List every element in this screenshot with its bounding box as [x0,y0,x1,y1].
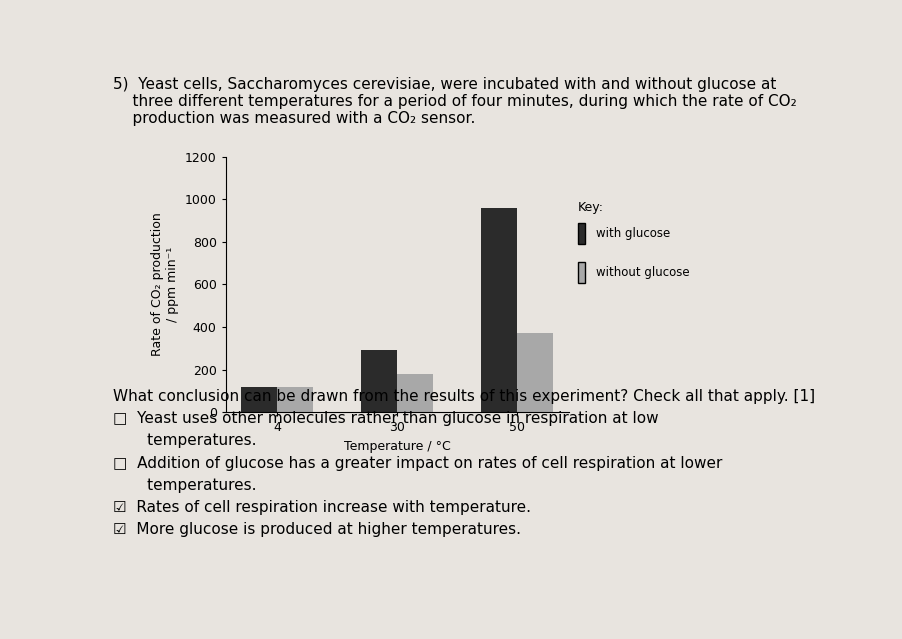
Bar [241,387,277,412]
Text: with glucose: with glucose [595,227,669,240]
Text: Key:: Key: [577,201,603,214]
Text: What conclusion can be drawn from the results of this experiment? Check all that: What conclusion can be drawn from the re… [113,389,815,537]
Bar [517,334,553,412]
FancyBboxPatch shape [577,223,584,244]
Y-axis label: Rate of CO₂ production
/ ppm min⁻¹: Rate of CO₂ production / ppm min⁻¹ [152,213,179,356]
Bar [277,387,313,412]
Bar [481,208,517,412]
FancyBboxPatch shape [577,262,584,282]
Text: without glucose: without glucose [595,266,688,279]
Bar [397,374,433,412]
Text: 5)  Yeast cells, Saccharomyces cerevisiae, were incubated with and without gluco: 5) Yeast cells, Saccharomyces cerevisiae… [113,77,796,127]
Bar [361,350,397,412]
X-axis label: Temperature / °C: Temperature / °C [344,440,450,453]
